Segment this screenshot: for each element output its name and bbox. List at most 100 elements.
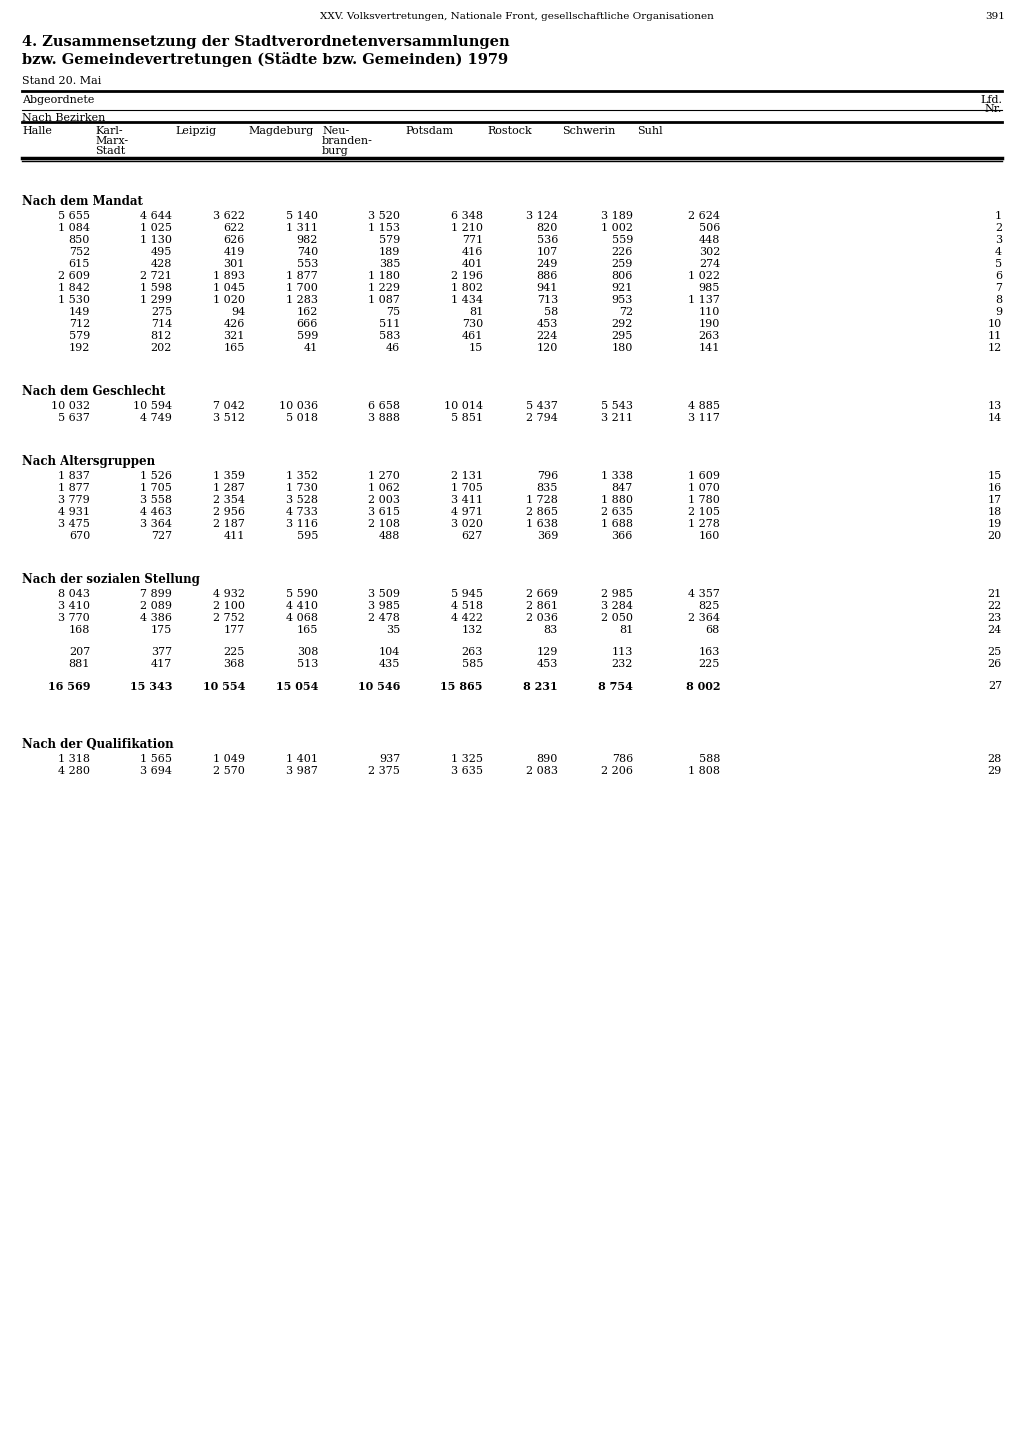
Text: Neu-: Neu- (322, 125, 349, 136)
Text: 626: 626 (223, 235, 245, 245)
Text: 796: 796 (537, 472, 558, 482)
Text: 3 411: 3 411 (451, 495, 483, 505)
Text: 3 888: 3 888 (368, 412, 400, 423)
Text: Abgeordnete: Abgeordnete (22, 95, 94, 105)
Text: 1 299: 1 299 (140, 296, 172, 306)
Text: 2 624: 2 624 (688, 211, 720, 221)
Text: 8 002: 8 002 (685, 681, 720, 692)
Text: 4 386: 4 386 (140, 613, 172, 623)
Text: 302: 302 (698, 247, 720, 257)
Text: 495: 495 (151, 247, 172, 257)
Text: 1 638: 1 638 (526, 519, 558, 529)
Text: 15 343: 15 343 (129, 681, 172, 692)
Text: 812: 812 (151, 332, 172, 340)
Text: Stadt: Stadt (95, 146, 125, 156)
Text: 8: 8 (995, 296, 1002, 306)
Text: burg: burg (322, 146, 349, 156)
Text: 207: 207 (69, 647, 90, 658)
Text: 308: 308 (297, 647, 318, 658)
Text: 12: 12 (988, 343, 1002, 353)
Text: 1 022: 1 022 (688, 271, 720, 281)
Text: 391: 391 (985, 12, 1005, 22)
Text: 1 401: 1 401 (286, 754, 318, 764)
Text: 4 644: 4 644 (140, 211, 172, 221)
Text: 4 885: 4 885 (688, 401, 720, 411)
Text: Marx-: Marx- (95, 136, 128, 146)
Text: 149: 149 (69, 307, 90, 317)
Text: 3 509: 3 509 (368, 588, 400, 598)
Text: 7 042: 7 042 (213, 401, 245, 411)
Text: 771: 771 (462, 235, 483, 245)
Text: 1 070: 1 070 (688, 483, 720, 493)
Text: 8 754: 8 754 (598, 681, 633, 692)
Text: 2 187: 2 187 (213, 519, 245, 529)
Text: 453: 453 (537, 659, 558, 669)
Text: Halle: Halle (22, 125, 52, 136)
Text: 4 068: 4 068 (286, 613, 318, 623)
Text: 595: 595 (297, 531, 318, 541)
Text: 2 721: 2 721 (140, 271, 172, 281)
Text: 8 231: 8 231 (523, 681, 558, 692)
Text: 321: 321 (223, 332, 245, 340)
Text: 3 528: 3 528 (286, 495, 318, 505)
Text: 4 280: 4 280 (58, 766, 90, 776)
Text: 165: 165 (223, 343, 245, 353)
Text: 2 089: 2 089 (140, 601, 172, 611)
Text: 1 526: 1 526 (140, 472, 172, 482)
Text: 835: 835 (537, 483, 558, 493)
Text: 506: 506 (698, 224, 720, 234)
Text: 3: 3 (995, 235, 1002, 245)
Text: XXV. Volksvertretungen, Nationale Front, gesellschaftliche Organisationen: XXV. Volksvertretungen, Nationale Front,… (319, 12, 714, 22)
Text: branden-: branden- (322, 136, 373, 146)
Text: 1 352: 1 352 (286, 472, 318, 482)
Text: Stand 20. Mai: Stand 20. Mai (22, 76, 101, 87)
Text: 806: 806 (611, 271, 633, 281)
Text: 4 931: 4 931 (58, 508, 90, 518)
Text: 5 637: 5 637 (58, 412, 90, 423)
Text: 1 087: 1 087 (368, 296, 400, 306)
Text: 2 354: 2 354 (213, 495, 245, 505)
Text: 168: 168 (69, 624, 90, 634)
Text: 3 779: 3 779 (58, 495, 90, 505)
Text: 368: 368 (223, 659, 245, 669)
Text: 982: 982 (297, 235, 318, 245)
Text: 1 210: 1 210 (451, 224, 483, 234)
Text: Suhl: Suhl (637, 125, 663, 136)
Text: 2 196: 2 196 (451, 271, 483, 281)
Text: 6 348: 6 348 (451, 211, 483, 221)
Text: 1 808: 1 808 (688, 766, 720, 776)
Text: 886: 886 (537, 271, 558, 281)
Text: 1 598: 1 598 (140, 283, 172, 293)
Text: 4 932: 4 932 (213, 588, 245, 598)
Text: 730: 730 (462, 319, 483, 329)
Text: bzw. Gemeindevertretungen (Städte bzw. Gemeinden) 1979: bzw. Gemeindevertretungen (Städte bzw. G… (22, 52, 508, 66)
Text: 1 287: 1 287 (213, 483, 245, 493)
Text: 113: 113 (611, 647, 633, 658)
Text: 10: 10 (988, 319, 1002, 329)
Text: 3 211: 3 211 (601, 412, 633, 423)
Text: 259: 259 (611, 260, 633, 270)
Text: 4 518: 4 518 (451, 601, 483, 611)
Text: 385: 385 (379, 260, 400, 270)
Text: 553: 553 (297, 260, 318, 270)
Text: 1 837: 1 837 (58, 472, 90, 482)
Text: 1 609: 1 609 (688, 472, 720, 482)
Text: 366: 366 (611, 531, 633, 541)
Text: 15: 15 (988, 472, 1002, 482)
Text: 249: 249 (537, 260, 558, 270)
Text: 2 131: 2 131 (451, 472, 483, 482)
Text: 2 206: 2 206 (601, 766, 633, 776)
Text: 46: 46 (386, 343, 400, 353)
Text: 740: 740 (297, 247, 318, 257)
Text: 453: 453 (537, 319, 558, 329)
Text: 1 049: 1 049 (213, 754, 245, 764)
Text: 448: 448 (698, 235, 720, 245)
Text: 4 410: 4 410 (286, 601, 318, 611)
Text: 2 364: 2 364 (688, 613, 720, 623)
Text: 1 045: 1 045 (213, 283, 245, 293)
Text: 3 770: 3 770 (58, 613, 90, 623)
Text: 1 434: 1 434 (451, 296, 483, 306)
Text: 881: 881 (69, 659, 90, 669)
Text: 1 893: 1 893 (213, 271, 245, 281)
Text: 2 635: 2 635 (601, 508, 633, 518)
